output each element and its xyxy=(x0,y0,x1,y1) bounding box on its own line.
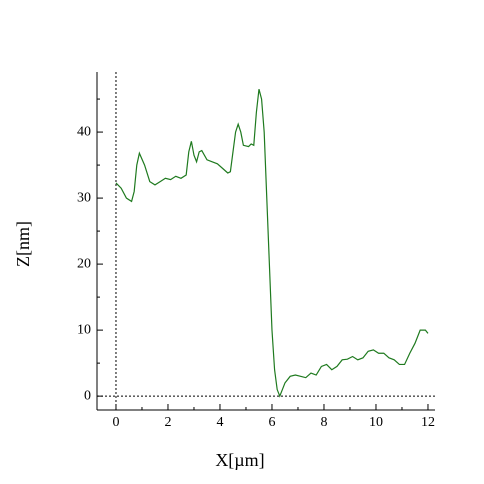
y-tick-label: 20 xyxy=(77,256,91,271)
y-tick-label: 10 xyxy=(77,322,91,337)
x-tick-label: 6 xyxy=(268,415,275,430)
x-tick-label: 10 xyxy=(369,415,383,430)
x-tick-label: 8 xyxy=(320,415,327,430)
x-tick-label: 4 xyxy=(216,415,223,430)
y-axis-label: Z[nm] xyxy=(13,221,33,267)
x-tick-label: 0 xyxy=(112,415,119,430)
profile-line xyxy=(115,89,429,398)
x-tick-label: 12 xyxy=(421,415,435,430)
x-axis-label: X[µm] xyxy=(215,450,264,470)
x-tick-label: 2 xyxy=(164,415,171,430)
y-tick-label: 40 xyxy=(77,124,91,139)
y-tick-label: 30 xyxy=(77,190,91,205)
y-tick-label: 0 xyxy=(84,388,91,403)
